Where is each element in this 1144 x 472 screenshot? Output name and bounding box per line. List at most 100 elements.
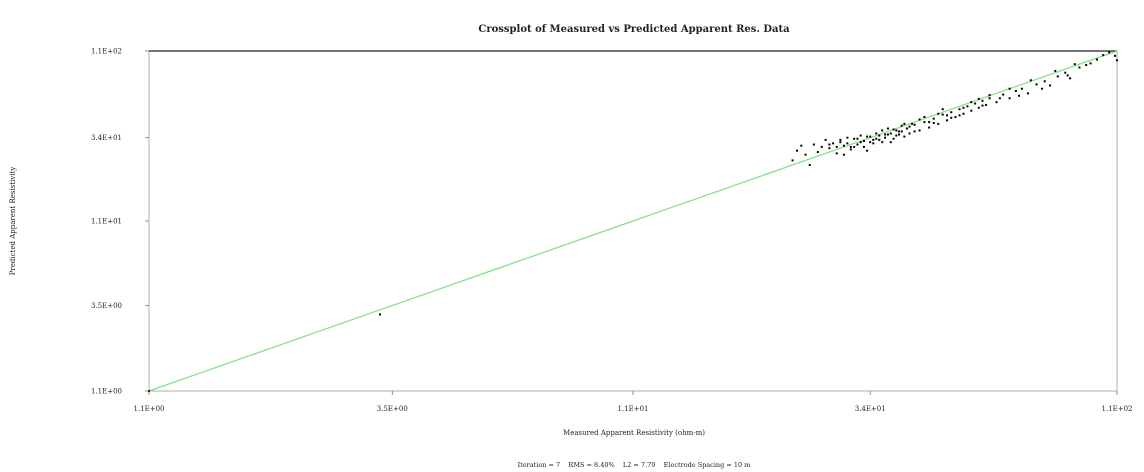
data-point bbox=[872, 138, 875, 141]
data-point bbox=[839, 141, 842, 144]
data-point bbox=[1108, 51, 1111, 54]
data-point bbox=[895, 129, 898, 132]
data-point bbox=[791, 159, 794, 162]
data-points bbox=[148, 51, 1118, 392]
data-point bbox=[977, 106, 980, 109]
data-point bbox=[1056, 75, 1059, 78]
data-point bbox=[853, 145, 856, 148]
data-point bbox=[1026, 92, 1029, 95]
data-point bbox=[1008, 87, 1011, 90]
data-point bbox=[884, 133, 887, 136]
data-point bbox=[918, 129, 921, 132]
data-point bbox=[1102, 54, 1105, 57]
one-to-one-reference-line bbox=[148, 50, 1118, 392]
data-point bbox=[862, 140, 865, 143]
data-point bbox=[898, 130, 901, 133]
data-point bbox=[378, 313, 381, 316]
data-point bbox=[853, 137, 856, 140]
x-tick-label: 1.1E+02 bbox=[1101, 405, 1132, 413]
data-point bbox=[900, 130, 903, 133]
data-point bbox=[1020, 87, 1023, 90]
data-point bbox=[875, 137, 878, 140]
data-point bbox=[995, 101, 998, 104]
data-point bbox=[913, 130, 916, 133]
data-point bbox=[932, 117, 935, 120]
data-point bbox=[974, 102, 977, 105]
data-point bbox=[886, 127, 889, 130]
data-point bbox=[958, 114, 961, 117]
data-point bbox=[1114, 54, 1117, 57]
data-point bbox=[950, 111, 953, 114]
data-point bbox=[908, 125, 911, 128]
data-point bbox=[1073, 63, 1076, 66]
data-point bbox=[958, 108, 961, 111]
data-point bbox=[962, 112, 965, 115]
data-point bbox=[900, 124, 903, 127]
data-point bbox=[905, 127, 908, 130]
y-tick-label: 1.1E+02 bbox=[91, 48, 122, 56]
data-point bbox=[1041, 87, 1044, 90]
data-point bbox=[1078, 66, 1081, 69]
data-point bbox=[881, 141, 884, 144]
data-point bbox=[1014, 89, 1017, 92]
data-point bbox=[908, 132, 911, 135]
data-point bbox=[842, 144, 845, 147]
data-point bbox=[872, 142, 875, 145]
data-point bbox=[923, 115, 926, 118]
data-point bbox=[1064, 71, 1067, 74]
y-tick-label: 3.4E+01 bbox=[91, 134, 122, 142]
data-point bbox=[881, 129, 884, 132]
data-point bbox=[1017, 94, 1020, 97]
data-point bbox=[1085, 63, 1088, 66]
data-point bbox=[795, 149, 798, 152]
data-point bbox=[812, 143, 815, 146]
data-point bbox=[988, 94, 991, 97]
data-point bbox=[1043, 80, 1046, 83]
y-tick-label: 1.1E+00 bbox=[91, 388, 122, 396]
data-point bbox=[856, 143, 859, 146]
data-point bbox=[1116, 59, 1118, 62]
data-point bbox=[800, 144, 803, 147]
y-tick-label: 1.1E+01 bbox=[91, 218, 122, 226]
data-point bbox=[977, 97, 980, 100]
data-point bbox=[816, 151, 819, 154]
data-point bbox=[903, 135, 906, 138]
data-point bbox=[878, 134, 881, 137]
data-point bbox=[869, 135, 872, 138]
data-point bbox=[962, 106, 965, 109]
data-point bbox=[892, 137, 895, 140]
data-point bbox=[895, 134, 898, 137]
data-point bbox=[981, 99, 984, 102]
x-axis-label: Measured Apparent Resistivity (ohm-m) bbox=[563, 429, 705, 437]
data-point bbox=[918, 118, 921, 121]
data-point bbox=[878, 138, 881, 141]
data-point bbox=[856, 137, 859, 140]
data-point bbox=[1049, 84, 1052, 87]
data-point bbox=[859, 141, 862, 144]
data-point bbox=[937, 112, 940, 115]
data-point bbox=[835, 145, 838, 148]
data-point bbox=[998, 97, 1001, 100]
data-point bbox=[941, 108, 944, 111]
data-point bbox=[1089, 62, 1092, 65]
data-point bbox=[828, 147, 831, 150]
data-point bbox=[928, 126, 931, 129]
data-point bbox=[928, 121, 931, 124]
data-point bbox=[950, 116, 953, 119]
data-point bbox=[1054, 69, 1057, 72]
data-point bbox=[946, 114, 949, 117]
data-point bbox=[1008, 97, 1011, 100]
iteration-stats-footer: Iteration = 7 RMS = 8.40% L2 = 7.79 Elec… bbox=[518, 461, 751, 469]
x-tick-label: 3.5E+00 bbox=[377, 405, 408, 413]
data-point bbox=[898, 133, 901, 136]
data-point bbox=[1002, 93, 1005, 96]
data-point bbox=[875, 132, 878, 135]
chart-title: Crossplot of Measured vs Predicted Appar… bbox=[478, 24, 790, 35]
data-point bbox=[820, 145, 823, 148]
data-point bbox=[866, 149, 869, 152]
data-point bbox=[923, 121, 926, 124]
y-axis-label: Predicted Apparent Resistivity bbox=[9, 167, 17, 276]
data-point bbox=[970, 101, 973, 104]
data-point bbox=[1029, 79, 1032, 82]
data-point bbox=[946, 119, 949, 122]
